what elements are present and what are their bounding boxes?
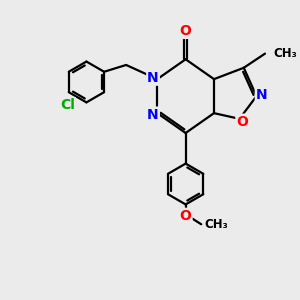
Text: Cl: Cl xyxy=(60,98,75,112)
Text: N: N xyxy=(147,108,159,122)
Text: O: O xyxy=(180,209,192,223)
Text: CH₃: CH₃ xyxy=(274,47,297,60)
Text: CH₃: CH₃ xyxy=(204,218,228,231)
Text: N: N xyxy=(256,88,267,102)
Text: N: N xyxy=(147,71,159,85)
Text: O: O xyxy=(236,115,248,129)
Text: O: O xyxy=(180,24,192,38)
